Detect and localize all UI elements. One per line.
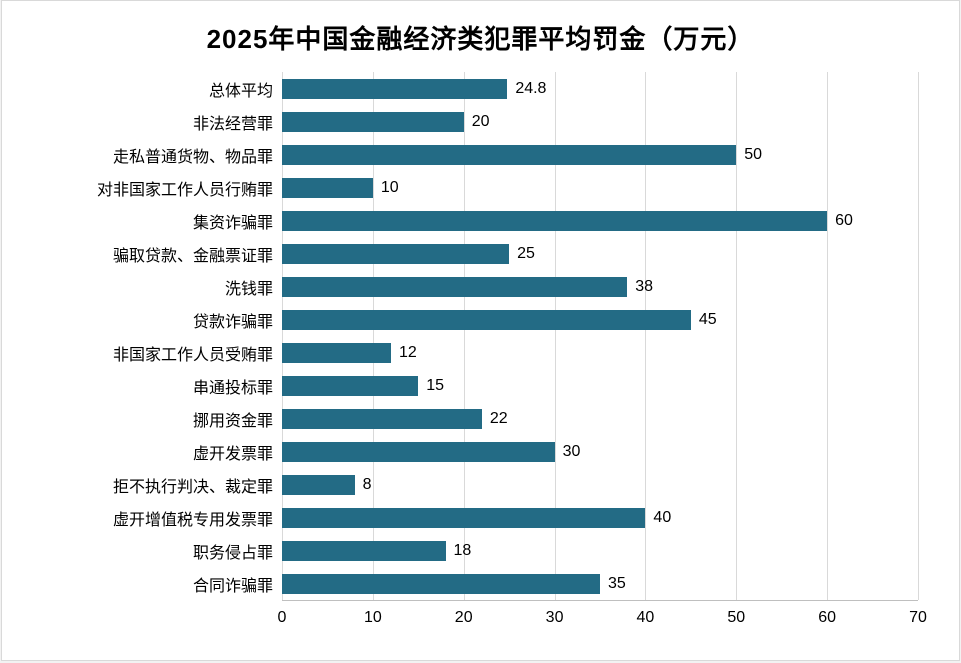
bar-row: 40	[282, 501, 918, 534]
bar-value-label: 35	[608, 574, 626, 592]
bar	[282, 573, 600, 594]
bar	[282, 474, 355, 495]
bar-row: 10	[282, 171, 918, 204]
category-label: 总体平均	[208, 82, 273, 100]
bar-value-label: 12	[399, 343, 417, 361]
bar-value-label: 8	[362, 475, 372, 493]
bar-row: 24.8	[282, 72, 918, 105]
category-label: 骗取贷款、金融票证罪	[112, 247, 273, 265]
chart-body: 总体平均非法经营罪走私普通货物、物品罪对非国家工作人员行贿罪集资诈骗罪骗取贷款、…	[2, 72, 919, 601]
bar-row: 12	[282, 336, 918, 369]
gridline	[918, 72, 919, 600]
category-label: 走私普通货物、物品罪	[112, 148, 273, 166]
category-label: 挪用资金罪	[192, 412, 273, 430]
bar-row: 35	[282, 567, 918, 600]
bar	[282, 507, 646, 528]
bar-row: 25	[282, 237, 918, 270]
category-label: 集资诈骗罪	[192, 214, 273, 232]
bar	[282, 177, 373, 198]
bar	[282, 276, 628, 297]
bar-value-label: 50	[744, 145, 763, 163]
category-label: 洗钱罪	[224, 280, 273, 298]
bar-row: 60	[282, 204, 918, 237]
bar-row: 38	[282, 270, 918, 303]
category-label: 对非国家工作人员行贿罪	[96, 181, 273, 199]
gridline	[463, 72, 465, 600]
x-tick-label: 40	[636, 609, 655, 626]
category-label: 职务侵占罪	[192, 544, 273, 562]
category-label: 拒不执行判决、裁定罪	[112, 478, 273, 496]
gridline	[282, 72, 283, 600]
bar-value-label: 25	[517, 244, 535, 262]
bar-row: 8	[282, 468, 918, 501]
bar	[282, 540, 446, 561]
bar	[282, 144, 737, 165]
bar-row: 15	[282, 369, 918, 402]
category-label: 非国家工作人员受贿罪	[112, 346, 273, 364]
category-label: 贷款诈骗罪	[192, 313, 273, 331]
bar-row: 18	[282, 534, 918, 567]
bar	[282, 408, 482, 429]
bar-value-label: 15	[426, 376, 445, 394]
bar	[282, 309, 691, 330]
gridline	[645, 72, 647, 600]
chart-title: 2025年中国金融经济类犯罪平均罚金（万元）	[206, 24, 755, 54]
x-axis: 0 10 20 30 40 50 60 70	[278, 601, 927, 637]
bar-row: 20	[282, 105, 918, 138]
bar-row: 22	[282, 402, 918, 435]
bar-row: 45	[282, 303, 918, 336]
bar-value-label: 45	[698, 310, 717, 328]
bar-value-label: 22	[489, 409, 508, 427]
gridline	[827, 72, 829, 600]
bar	[282, 441, 555, 462]
x-tick-label: 70	[909, 609, 927, 626]
x-tick-label: 10	[363, 609, 382, 626]
x-tick-label: 50	[727, 609, 746, 626]
bar	[282, 111, 464, 132]
gridline	[554, 72, 556, 600]
gridline	[372, 72, 374, 600]
y-axis-labels: 总体平均非法经营罪走私普通货物、物品罪对非国家工作人员行贿罪集资诈骗罪骗取贷款、…	[2, 72, 282, 601]
bar	[282, 78, 508, 99]
bar-value-label: 18	[453, 541, 472, 559]
x-tick-label: 0	[277, 609, 287, 626]
bar	[282, 342, 392, 363]
category-label: 合同诈骗罪	[192, 577, 273, 595]
x-tick-label: 30	[545, 609, 564, 626]
bar	[282, 375, 419, 396]
category-label: 非法经营罪	[192, 115, 273, 133]
bar-value-label: 30	[562, 442, 581, 460]
bar-value-label: 24.8	[515, 79, 547, 97]
category-label: 虚开增值税专用发票罪	[112, 511, 273, 529]
bar-value-label: 60	[835, 211, 853, 229]
bar-value-label: 38	[635, 277, 654, 295]
bar-value-label: 10	[380, 178, 399, 196]
bar	[282, 210, 828, 231]
bar	[282, 243, 510, 264]
category-label: 串通投标罪	[192, 379, 273, 397]
category-label: 虚开发票罪	[192, 445, 273, 463]
bars-container: 24.8 20 50 10 60 25 38 45 12 15 22 30 8 40 18 35	[282, 72, 918, 600]
bar-value-label: 40	[653, 508, 672, 526]
gridline	[736, 72, 738, 600]
bar-row: 50	[282, 138, 918, 171]
bar-value-label: 20	[471, 112, 490, 130]
x-tick-label: 60	[818, 609, 837, 626]
plot-area: 24.8 20 50 10 60 25 38 45 12 15 22 30 8 40 18 35	[282, 72, 919, 601]
x-tick-label: 20	[454, 609, 473, 626]
bar-row: 30	[282, 435, 918, 468]
